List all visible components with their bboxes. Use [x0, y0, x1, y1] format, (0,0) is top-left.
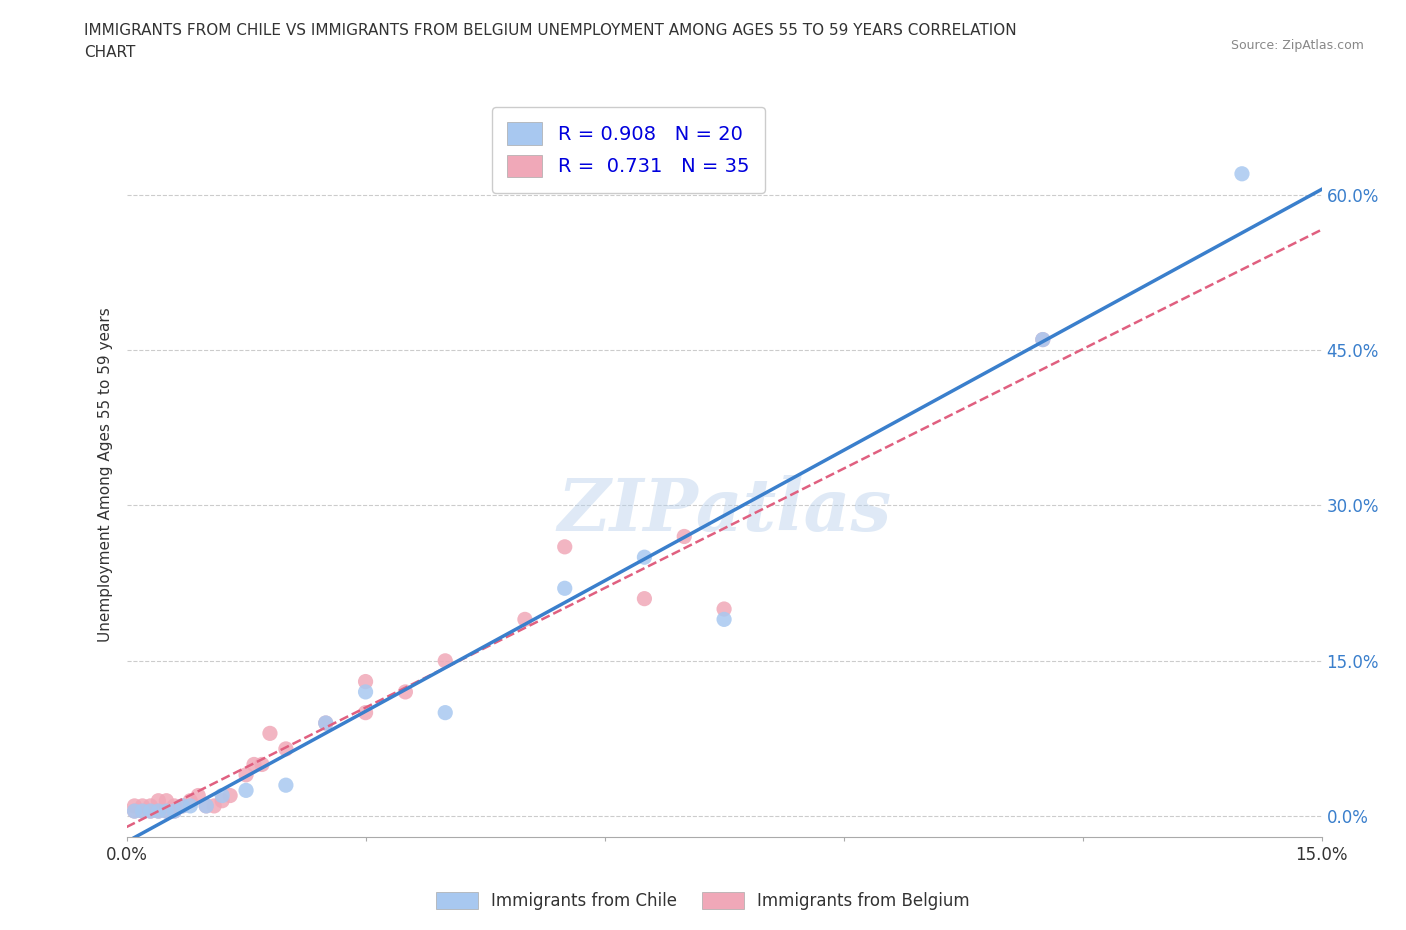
- Point: [633, 550, 655, 565]
- Point: [211, 793, 233, 808]
- Point: [250, 757, 273, 772]
- Point: [211, 788, 233, 803]
- Point: [1032, 332, 1054, 347]
- Point: [139, 799, 162, 814]
- Point: [713, 602, 735, 617]
- Point: [1230, 166, 1253, 181]
- Point: [155, 804, 177, 818]
- Point: [131, 804, 153, 818]
- Point: [394, 684, 416, 699]
- Point: [139, 804, 162, 818]
- Point: [673, 529, 696, 544]
- Point: [713, 612, 735, 627]
- Point: [124, 804, 146, 818]
- Point: [172, 799, 194, 814]
- Point: [554, 539, 576, 554]
- Point: [148, 793, 170, 808]
- Point: [434, 654, 457, 669]
- Point: [155, 793, 177, 808]
- Point: [124, 804, 146, 818]
- Point: [259, 726, 281, 741]
- Point: [633, 591, 655, 606]
- Point: [434, 705, 457, 720]
- Text: IMMIGRANTS FROM CHILE VS IMMIGRANTS FROM BELGIUM UNEMPLOYMENT AMONG AGES 55 TO 5: IMMIGRANTS FROM CHILE VS IMMIGRANTS FROM…: [84, 23, 1017, 38]
- Legend: R = 0.908   N = 20, R =  0.731   N = 35: R = 0.908 N = 20, R = 0.731 N = 35: [492, 107, 765, 193]
- Point: [163, 804, 186, 818]
- Point: [354, 684, 377, 699]
- Point: [195, 799, 218, 814]
- Text: ZIPatlas: ZIPatlas: [557, 475, 891, 546]
- Point: [131, 799, 153, 814]
- Point: [219, 788, 242, 803]
- Text: CHART: CHART: [84, 45, 136, 60]
- Point: [179, 799, 201, 814]
- Point: [195, 799, 218, 814]
- Point: [148, 804, 170, 818]
- Point: [148, 804, 170, 818]
- Point: [274, 777, 297, 792]
- Point: [554, 581, 576, 596]
- Point: [513, 612, 536, 627]
- Point: [172, 799, 194, 814]
- Y-axis label: Unemployment Among Ages 55 to 59 years: Unemployment Among Ages 55 to 59 years: [97, 307, 112, 642]
- Point: [163, 799, 186, 814]
- Point: [315, 715, 337, 730]
- Point: [155, 804, 177, 818]
- Point: [124, 799, 146, 814]
- Point: [131, 804, 153, 818]
- Point: [1032, 332, 1054, 347]
- Point: [235, 767, 257, 782]
- Legend: Immigrants from Chile, Immigrants from Belgium: Immigrants from Chile, Immigrants from B…: [429, 885, 977, 917]
- Point: [187, 788, 209, 803]
- Point: [235, 783, 257, 798]
- Point: [202, 799, 225, 814]
- Point: [243, 757, 266, 772]
- Point: [274, 741, 297, 756]
- Point: [315, 715, 337, 730]
- Point: [163, 804, 186, 818]
- Point: [354, 674, 377, 689]
- Point: [179, 793, 201, 808]
- Text: Source: ZipAtlas.com: Source: ZipAtlas.com: [1230, 39, 1364, 52]
- Point: [354, 705, 377, 720]
- Point: [139, 804, 162, 818]
